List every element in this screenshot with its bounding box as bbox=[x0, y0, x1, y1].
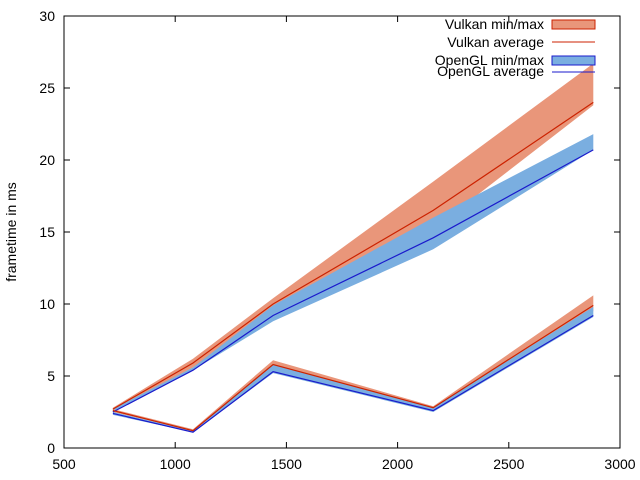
x-tick-label: 3000 bbox=[604, 456, 635, 472]
legend-label-vulkan-band: Vulkan min/max bbox=[445, 16, 544, 32]
band-layer bbox=[112, 63, 594, 433]
x-tick-label: 1500 bbox=[271, 456, 302, 472]
x-tick-label: 2500 bbox=[493, 456, 524, 472]
legend-swatch-vulkan-band bbox=[551, 19, 596, 30]
legend-swatch-opengl-band bbox=[551, 55, 596, 66]
y-tick-label: 25 bbox=[39, 80, 55, 96]
x-tick-label: 2000 bbox=[382, 456, 413, 472]
y-tick-label: 20 bbox=[39, 152, 55, 168]
vulkan-average-line-lower bbox=[112, 304, 594, 432]
y-tick-label: 15 bbox=[39, 224, 55, 240]
x-tick-label: 500 bbox=[52, 456, 76, 472]
legend: Vulkan min/max Vulkan average OpenGL min… bbox=[435, 16, 596, 79]
opengl-average-line-lower bbox=[112, 314, 594, 433]
y-tick-label: 5 bbox=[47, 368, 55, 384]
opengl-average-line-upper bbox=[112, 149, 594, 413]
y-axis-title: frametime in ms bbox=[3, 182, 19, 282]
y-tick-label: 10 bbox=[39, 296, 55, 312]
opengl-minmax-band-lower bbox=[112, 306, 594, 433]
x-tick-label: 1000 bbox=[160, 456, 191, 472]
legend-label-opengl-band: OpenGL min/max bbox=[435, 52, 544, 68]
y-tick-label: 0 bbox=[47, 440, 55, 456]
vulkan-average-line-upper bbox=[112, 101, 594, 410]
x-axis: 500 1000 1500 2000 2500 3000 bbox=[52, 16, 636, 472]
y-axis: 0 5 10 15 20 25 30 bbox=[39, 8, 620, 456]
legend-label-opengl-average: OpenGL average bbox=[437, 63, 544, 79]
line-layer bbox=[112, 101, 594, 433]
legend-label-vulkan-average: Vulkan average bbox=[447, 34, 544, 50]
vulkan-minmax-band-lower bbox=[112, 295, 594, 431]
y-tick-label: 30 bbox=[39, 8, 55, 24]
